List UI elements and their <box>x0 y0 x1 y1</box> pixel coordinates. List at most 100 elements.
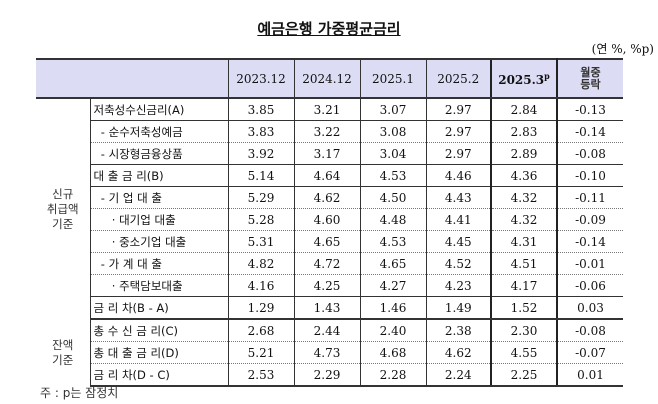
change-cell: 0.01 <box>556 363 623 387</box>
interest-rate-table: 2023.12 2024.12 2025.1 2025.2 2025.3p 월중… <box>36 58 623 387</box>
value-cell: 1.52 <box>490 296 558 320</box>
value-cell: 4.55 <box>490 341 558 364</box>
header-blank <box>36 58 228 99</box>
value-cell: 4.72 <box>293 252 360 275</box>
value-cell: 2.40 <box>359 319 426 342</box>
change-cell: -0.08 <box>556 319 623 342</box>
row-label: - 가 계 대 출 <box>89 252 228 275</box>
value-cell: 2.97 <box>425 120 491 143</box>
value-cell: 1.49 <box>425 296 491 320</box>
row-label: - 순수저축성예금 <box>89 120 228 143</box>
value-cell: 4.68 <box>359 341 426 364</box>
value-cell: 4.52 <box>425 252 491 275</box>
row-label: - 기 업 대 출 <box>89 186 228 209</box>
change-cell: -0.10 <box>556 164 623 187</box>
value-cell: 3.83 <box>227 120 294 143</box>
change-label-2: 등락 <box>580 77 601 91</box>
value-cell: 2.89 <box>490 142 558 165</box>
value-cell: 4.41 <box>425 208 491 231</box>
value-cell: 3.07 <box>359 98 426 121</box>
row-label: 총 대 출 금 리(D) <box>89 341 228 364</box>
value-cell: 4.53 <box>359 230 426 253</box>
group-label-balance: 잔액 기준 <box>36 319 90 386</box>
value-cell: 4.17 <box>490 274 558 297</box>
value-cell: 4.25 <box>293 274 360 297</box>
col-header: 2024.12 <box>293 58 360 99</box>
change-cell: -0.09 <box>556 208 623 231</box>
value-cell: 2.84 <box>490 98 558 121</box>
unit-note: (연 %, %p) <box>591 42 654 56</box>
value-cell: 3.85 <box>227 98 294 121</box>
table-row: 잔액 기준 총 수 신 금 리(C) 2.68 2.44 2.40 2.38 2.30 -0.0… <box>36 319 623 367</box>
table-row: 금 리 차(D - C) 2.53 2.29 2.28 2.24 2.25 0.01 <box>36 363 623 387</box>
row-label: · 주택담보대출 <box>89 274 228 297</box>
row-label: 저축성수신금리(A) <box>89 98 228 121</box>
value-cell: 4.60 <box>293 208 360 231</box>
value-cell: 4.45 <box>425 230 491 253</box>
table-row: 금 리 차(B - A) 1.29 1.43 1.46 1.49 1.52 0.03 <box>36 296 623 320</box>
value-cell: 2.83 <box>490 120 558 143</box>
table-row: - 순수저축성예금 3.83 3.22 3.08 2.97 2.83 -0.14 <box>36 120 623 143</box>
value-cell: 3.21 <box>293 98 360 121</box>
value-cell: 4.50 <box>359 186 426 209</box>
value-cell: 2.28 <box>359 363 426 387</box>
value-cell: 2.53 <box>227 363 294 387</box>
row-label: 대 출 금 리(B) <box>89 164 228 187</box>
value-cell: 4.43 <box>425 186 491 209</box>
value-cell: 1.46 <box>359 296 426 320</box>
value-cell: 4.82 <box>227 252 294 275</box>
header-row: 2023.12 2024.12 2025.1 2025.2 2025.3p 월중… <box>36 58 623 99</box>
change-cell: -0.08 <box>556 142 623 165</box>
value-cell: 5.28 <box>227 208 294 231</box>
value-cell: 4.65 <box>293 230 360 253</box>
value-cell: 4.73 <box>293 341 360 364</box>
group-label-new: 신규 취급액 기준 <box>36 98 90 319</box>
value-cell: 4.32 <box>490 208 558 231</box>
row-label: · 대기업 대출 <box>89 208 228 231</box>
value-cell: 4.64 <box>293 164 360 187</box>
table-row: - 시장형금융상품 3.92 3.17 3.04 2.97 2.89 -0.08 <box>36 142 623 165</box>
value-cell: 4.53 <box>359 164 426 187</box>
table-row: · 대기업 대출 5.28 4.60 4.48 4.41 4.32 -0.09 <box>36 208 623 231</box>
value-cell: 4.62 <box>293 186 360 209</box>
change-cell: -0.13 <box>556 98 623 121</box>
col-header: 2025.1 <box>359 58 426 99</box>
change-cell: -0.06 <box>556 274 623 297</box>
change-cell: 0.03 <box>556 296 623 320</box>
value-cell: 4.32 <box>490 186 558 209</box>
group-text: 기준 <box>52 352 74 367</box>
value-cell: 4.46 <box>425 164 491 187</box>
value-cell: 4.65 <box>359 252 426 275</box>
value-cell: 4.62 <box>425 341 491 364</box>
value-cell: 4.48 <box>359 208 426 231</box>
change-label-1: 월중 <box>580 65 601 79</box>
row-label: · 중소기업 대출 <box>89 230 228 253</box>
value-cell: 3.08 <box>359 120 426 143</box>
value-cell: 5.31 <box>227 230 294 253</box>
value-cell: 3.92 <box>227 142 294 165</box>
provisional-mark: p <box>544 70 550 81</box>
change-cell: -0.07 <box>556 341 623 364</box>
value-cell: 4.16 <box>227 274 294 297</box>
value-cell: 3.22 <box>293 120 360 143</box>
value-cell: 4.31 <box>490 230 558 253</box>
value-cell: 3.04 <box>359 142 426 165</box>
value-cell: 5.14 <box>227 164 294 187</box>
row-label: 금 리 차(D - C) <box>89 363 228 387</box>
value-cell: 5.29 <box>227 186 294 209</box>
value-cell: 2.44 <box>293 319 360 342</box>
value-cell: 2.68 <box>227 319 294 342</box>
value-cell: 3.17 <box>293 142 360 165</box>
value-cell: 4.51 <box>490 252 558 275</box>
table-row: - 가 계 대 출 4.82 4.72 4.65 4.52 4.51 -0.01 <box>36 252 623 275</box>
value-cell: 2.24 <box>425 363 491 387</box>
col-header: 2023.12 <box>227 58 294 99</box>
change-cell: -0.14 <box>556 120 623 143</box>
value-cell: 2.97 <box>425 98 491 121</box>
change-cell: -0.11 <box>556 186 623 209</box>
change-cell: -0.01 <box>556 252 623 275</box>
table-row: 총 대 출 금 리(D) 5.21 4.73 4.68 4.62 4.55 -0.07 <box>36 341 623 364</box>
value-cell: 4.36 <box>490 164 558 187</box>
footnote: 주 : p는 잠정치 <box>40 386 119 400</box>
table-row: 신규 취급액 기준 저축성수신금리(A) 3.85 3.21 3.07 2.97 2.84 -0.… <box>36 98 623 231</box>
